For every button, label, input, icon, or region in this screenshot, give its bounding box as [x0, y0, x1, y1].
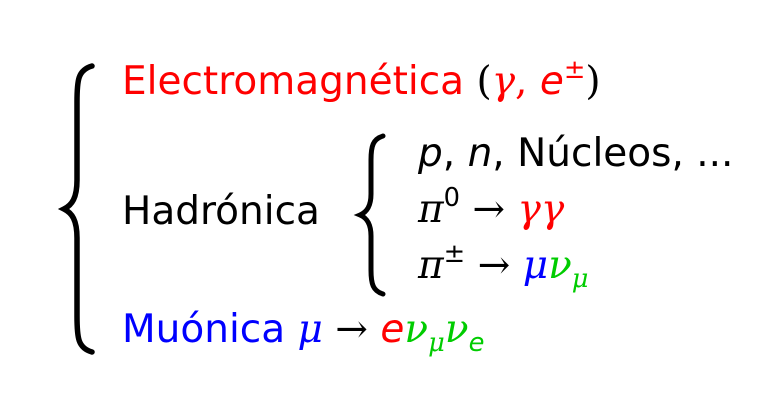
muonic-label: Muónica	[122, 307, 286, 352]
hadronic-nucleons-line: p, n, Núcleos, ...	[418, 134, 733, 173]
electron-neutrino-subscript: e	[468, 327, 485, 358]
electromagnetic-open-paren: (	[476, 59, 492, 104]
arrow-symbol: →	[335, 307, 368, 352]
charged-pion-decay-line: π± → μνμ	[418, 241, 589, 291]
electron-charge-superscript: ±	[563, 55, 586, 86]
arrow-symbol: →	[477, 243, 511, 288]
nucleons-text: Núcleos, ...	[517, 131, 734, 176]
electromagnetic-label: Electromagnética	[122, 59, 465, 104]
muonic-line: Muónica μ → eνμνe	[122, 307, 484, 356]
electron-neutrino-symbol: ν	[444, 307, 469, 352]
hadronic-label: Hadrónica	[122, 189, 320, 234]
neutrino-muon-subscript: μ	[571, 263, 589, 294]
outer-brace	[57, 63, 95, 355]
nucleons-comma-1: ,	[442, 131, 456, 176]
proton-symbol: p	[418, 131, 443, 176]
electron-symbol: e	[380, 307, 405, 352]
electromagnetic-line: Electromagnética (γ, e±)	[122, 57, 601, 104]
muon-symbol: μ	[522, 243, 549, 288]
neutrino-symbol: ν	[548, 243, 572, 288]
nucleons-comma-2: ,	[492, 131, 505, 176]
pi-charge-superscript: ±	[443, 239, 466, 270]
muon-symbol: μ	[297, 307, 323, 352]
neutral-pion-decay-line: π0 → γγ	[418, 185, 565, 232]
inner-brace	[353, 133, 386, 297]
electromagnetic-comma: ,	[515, 59, 528, 104]
electromagnetic-close-paren: )	[585, 59, 601, 104]
gamma-symbol: γ	[491, 59, 516, 104]
arrow-symbol: →	[472, 187, 506, 232]
pi-symbol: π	[418, 243, 444, 288]
electron-symbol: e	[539, 59, 564, 104]
pi-symbol: π	[418, 187, 444, 232]
neutron-symbol: n	[467, 131, 493, 176]
muon-neutrino-symbol: ν	[404, 307, 429, 352]
two-photons-symbol: γγ	[517, 187, 565, 232]
muon-neutrino-subscript: μ	[428, 327, 445, 358]
pi-zero-superscript: 0	[443, 183, 461, 214]
